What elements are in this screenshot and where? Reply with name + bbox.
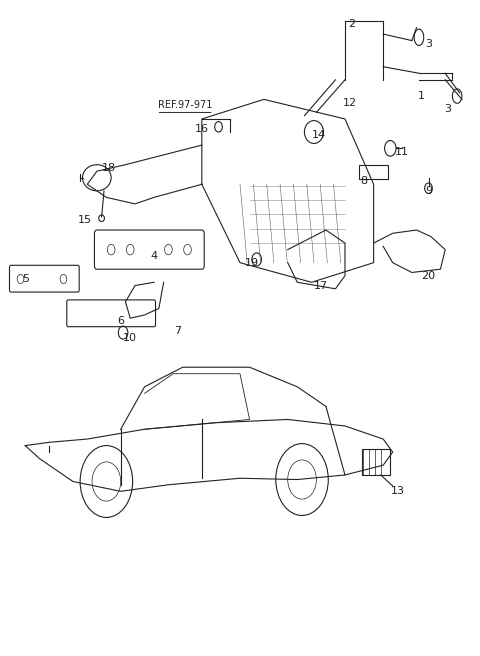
Text: 12: 12: [343, 98, 357, 108]
Text: 10: 10: [123, 333, 137, 343]
Text: 11: 11: [395, 147, 409, 157]
Text: 17: 17: [314, 281, 328, 291]
Text: 16: 16: [195, 124, 209, 134]
Text: REF.97-971: REF.97-971: [158, 100, 212, 110]
Text: 7: 7: [174, 326, 181, 337]
Bar: [362, 449, 390, 475]
Text: 18: 18: [102, 163, 116, 173]
Text: 1: 1: [418, 91, 425, 101]
Text: 3: 3: [444, 104, 451, 114]
Text: 13: 13: [391, 486, 405, 497]
Text: 15: 15: [78, 215, 92, 225]
Text: 2: 2: [348, 19, 356, 30]
Text: 5: 5: [22, 274, 29, 284]
Text: 8: 8: [360, 176, 368, 186]
Text: 20: 20: [421, 271, 435, 281]
Text: 14: 14: [312, 131, 326, 140]
Text: 9: 9: [425, 186, 432, 196]
Text: 4: 4: [151, 251, 157, 261]
Bar: [360, 165, 388, 179]
Text: 6: 6: [117, 316, 124, 327]
Text: 3: 3: [425, 39, 432, 49]
Text: 19: 19: [245, 258, 259, 268]
